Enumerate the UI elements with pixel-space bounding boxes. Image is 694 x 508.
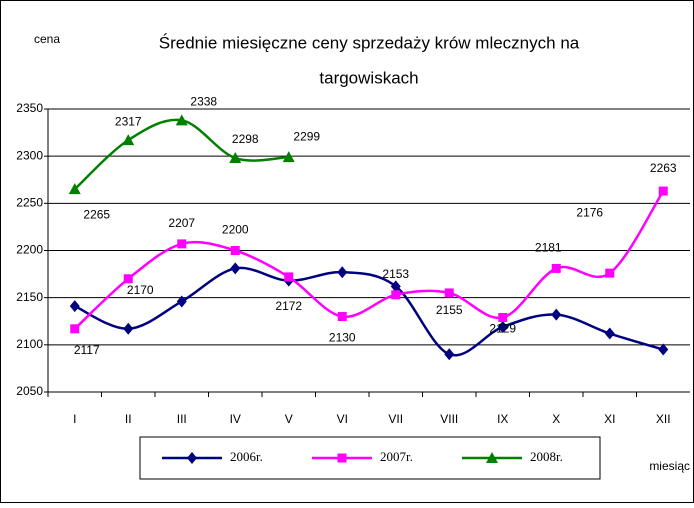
data-label: 2298 — [232, 132, 259, 146]
x-tick-label: VII — [388, 412, 403, 426]
x-tick-label: X — [552, 412, 560, 426]
marker — [486, 452, 498, 463]
marker — [123, 322, 134, 335]
y-tick-label: 2100 — [16, 337, 43, 351]
marker — [284, 272, 294, 282]
data-label: 2117 — [74, 343, 100, 357]
marker — [658, 186, 668, 196]
x-tick-label: VIII — [440, 412, 458, 426]
data-label: 2172 — [275, 299, 302, 313]
marker — [230, 262, 241, 275]
marker — [551, 308, 562, 321]
legend-label: 2006r. — [230, 449, 263, 464]
marker — [230, 246, 240, 255]
x-axis-label: miesiąc — [649, 459, 690, 473]
chart-title: Średnie miesięczne ceny sprzedaży krów m… — [159, 33, 580, 52]
x-tick-label: IV — [230, 412, 241, 426]
marker — [444, 348, 455, 361]
data-label: 2263 — [650, 161, 677, 175]
data-label: 2299 — [293, 129, 320, 143]
marker — [229, 152, 242, 164]
x-tick-label: XI — [604, 412, 615, 426]
series-line — [73, 190, 665, 330]
legend-label: 2007r. — [380, 449, 413, 464]
marker — [177, 239, 187, 249]
marker — [337, 266, 348, 279]
data-label: 2317 — [115, 114, 142, 128]
marker — [337, 312, 347, 322]
data-label: 2170 — [127, 283, 154, 297]
x-tick-label: XII — [656, 412, 671, 426]
marker — [175, 114, 188, 126]
data-label: 2129 — [489, 322, 516, 336]
y-tick-label: 2200 — [16, 243, 43, 257]
marker — [391, 290, 401, 300]
x-tick-label: IX — [497, 412, 508, 426]
x-tick-label: VI — [337, 412, 348, 426]
y-axis-label: cena — [34, 32, 60, 46]
data-label: 2181 — [535, 241, 562, 255]
data-label: 2200 — [222, 223, 249, 237]
data-label: 2265 — [83, 207, 110, 221]
marker — [187, 452, 197, 464]
marker — [123, 274, 133, 284]
data-label: 2130 — [329, 331, 356, 345]
data-label: 2207 — [168, 216, 195, 230]
marker — [176, 295, 187, 308]
x-tick-label: II — [125, 412, 132, 426]
marker — [498, 312, 508, 322]
legend-label: 2008r. — [530, 449, 563, 464]
marker — [658, 343, 669, 356]
chart-title: targowiskach — [319, 68, 418, 87]
marker — [122, 134, 135, 146]
marker — [551, 263, 561, 273]
marker — [605, 268, 615, 278]
marker — [69, 300, 80, 313]
x-tick-label: III — [177, 412, 187, 426]
marker — [444, 288, 454, 298]
marker — [390, 280, 401, 293]
marker — [497, 320, 508, 333]
data-label: 2155 — [436, 303, 463, 317]
y-tick-label: 2350 — [16, 101, 43, 115]
y-tick-label: 2300 — [16, 148, 43, 162]
data-label: 2176 — [576, 205, 603, 219]
data-label: 2153 — [382, 267, 409, 281]
y-tick-label: 2150 — [16, 290, 43, 304]
y-tick-label: 2250 — [16, 196, 43, 210]
marker — [337, 453, 347, 463]
data-label: 2338 — [190, 94, 217, 108]
x-tick-label: I — [73, 412, 76, 426]
x-tick-label: V — [285, 412, 293, 426]
marker — [604, 327, 615, 340]
marker — [70, 324, 80, 334]
marker — [282, 151, 295, 163]
y-tick-label: 2050 — [16, 384, 43, 398]
marker — [68, 183, 81, 195]
